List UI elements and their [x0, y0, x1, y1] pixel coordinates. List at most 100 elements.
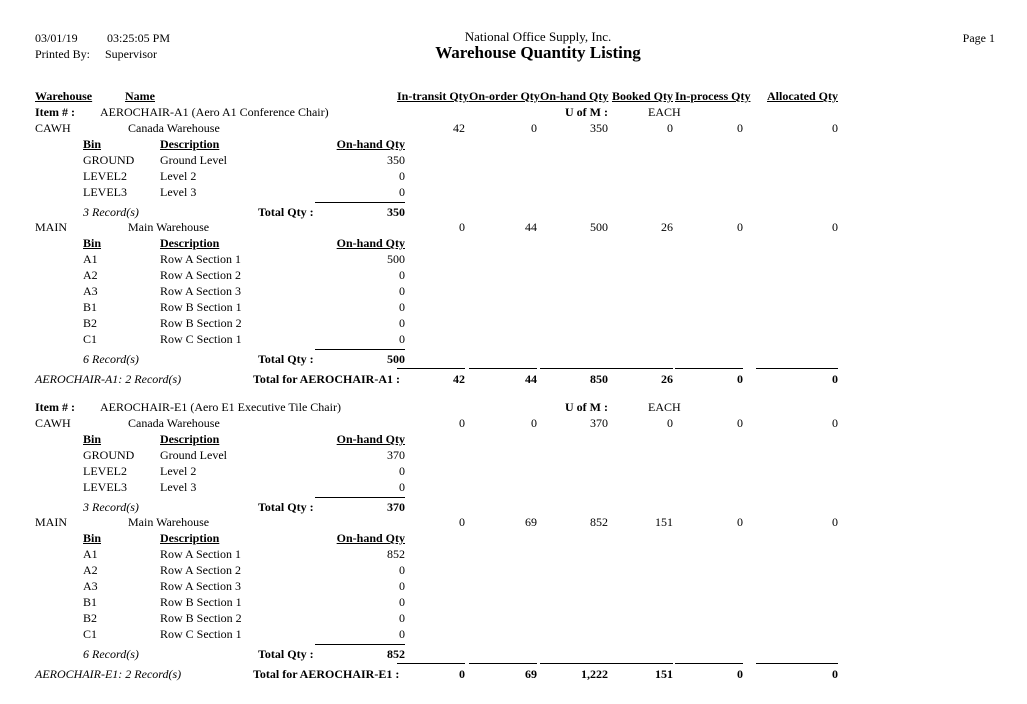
item-records-count: AEROCHAIR-E1: 2 Record(s) [35, 667, 182, 681]
item-total-label: Total for AEROCHAIR-A1 : [253, 372, 401, 386]
report-date: 03/01/19 [35, 31, 78, 45]
item-total-on-order-qty: 69 [469, 663, 537, 682]
bin-col-header-bin: Bin [83, 432, 102, 446]
warehouse-booked-qty: 151 [655, 515, 673, 529]
col-header-booked-qty: Booked Qty [611, 89, 673, 103]
uom-label: U of M : [565, 105, 608, 119]
bin-description: Level 2 [160, 169, 197, 183]
company-name: National Office Supply, Inc. [464, 29, 612, 44]
bin-row: LEVEL3 Level 3 0 [0, 184, 1027, 200]
bin-code: B2 [83, 611, 98, 625]
item-total-row: AEROCHAIR-A1: 2 Record(s) Total for AERO… [0, 368, 1027, 386]
warehouse-block: CAWH Canada Warehouse 0 0 370 0 0 0 Bin … [0, 415, 1027, 514]
warehouse-in-transit-qty: 0 [459, 416, 465, 430]
warehouse-block: MAIN Main Warehouse 0 69 852 151 0 0 Bin… [0, 514, 1027, 661]
warehouse-name: Main Warehouse [128, 515, 210, 529]
col-header-on-order-qty: On-order Qty [469, 89, 540, 103]
report-time: 03:25:05 PM [107, 31, 171, 45]
bin-code: A2 [83, 268, 98, 282]
bin-list: GROUND Ground Level 370 LEVEL2 Level 2 0… [0, 447, 1027, 495]
bin-col-header-bin: Bin [83, 236, 102, 250]
item-header-row: Item # : AEROCHAIR-A1 (Aero A1 Conferenc… [0, 104, 1027, 120]
bin-row: A1 Row A Section 1 500 [0, 251, 1027, 267]
warehouse-block: MAIN Main Warehouse 0 44 500 26 0 0 Bin … [0, 219, 1027, 366]
bin-row: B2 Row B Section 2 0 [0, 610, 1027, 626]
bin-code: B1 [83, 595, 98, 609]
warehouse-on-order-qty: 69 [525, 515, 537, 529]
item-total-in-transit-qty: 42 [397, 368, 465, 387]
warehouse-allocated-qty: 0 [832, 416, 838, 430]
total-qty-label: Total Qty : [258, 500, 314, 514]
warehouse-list: CAWH Canada Warehouse 0 0 370 0 0 0 Bin … [0, 415, 1027, 661]
warehouse-subtotal-row: 6 Record(s) Total Qty : 500 [0, 349, 1027, 366]
bin-on-hand-qty: 0 [399, 185, 405, 199]
warehouse-allocated-qty: 0 [832, 121, 838, 135]
item-number-label: Item # : [35, 400, 75, 414]
warehouse-total-qty: 350 [315, 202, 405, 220]
bin-on-hand-qty: 0 [399, 284, 405, 298]
column-header-row: Warehouse Name In-transit Qty On-order Q… [0, 88, 1027, 104]
warehouse-code: CAWH [35, 121, 71, 135]
bin-description: Row A Section 3 [160, 284, 242, 298]
item-name: AEROCHAIR-E1 (Aero E1 Executive Tile Cha… [100, 400, 341, 414]
bin-row: B2 Row B Section 2 0 [0, 315, 1027, 331]
bin-code: C1 [83, 332, 98, 346]
item-total-booked-qty: 26 [605, 368, 673, 387]
bin-on-hand-qty: 0 [399, 332, 405, 346]
warehouse-booked-qty: 26 [661, 220, 673, 234]
bin-description: Row B Section 2 [160, 316, 242, 330]
bin-description: Row B Section 2 [160, 611, 242, 625]
warehouse-in-transit-qty: 0 [459, 220, 465, 234]
bin-description: Row A Section 2 [160, 268, 242, 282]
bin-records-count: 6 Record(s) [83, 647, 139, 661]
bin-description: Row A Section 1 [160, 547, 242, 561]
bin-on-hand-qty: 852 [387, 547, 405, 561]
bin-records-count: 6 Record(s) [83, 352, 139, 366]
col-header-in-transit-qty: In-transit Qty [397, 89, 469, 103]
bin-description: Level 3 [160, 480, 197, 494]
bin-code: C1 [83, 627, 98, 641]
warehouse-row: CAWH Canada Warehouse 42 0 350 0 0 0 [0, 120, 1027, 136]
warehouse-on-hand-qty: 350 [590, 121, 608, 135]
total-qty-label: Total Qty : [258, 647, 314, 661]
col-header-name: Name [125, 89, 155, 103]
uom-value: EACH [648, 400, 681, 414]
item-total-allocated-qty: 0 [756, 368, 838, 387]
warehouse-on-hand-qty: 852 [590, 515, 608, 529]
item-name: AEROCHAIR-A1 (Aero A1 Conference Chair) [100, 105, 329, 119]
col-header-warehouse: Warehouse [35, 89, 93, 103]
bin-row: GROUND Ground Level 350 [0, 152, 1027, 168]
bin-col-header-bin: Bin [83, 531, 102, 545]
bin-description: Row C Section 1 [160, 627, 242, 641]
warehouse-on-order-qty: 0 [531, 416, 537, 430]
bin-list: A1 Row A Section 1 500 A2 Row A Section … [0, 251, 1027, 347]
bin-header-row: Bin Description On-hand Qty [0, 235, 1027, 251]
bin-on-hand-qty: 0 [399, 563, 405, 577]
warehouse-in-process-qty: 0 [737, 121, 743, 135]
bin-records-count: 3 Record(s) [83, 205, 139, 219]
bin-row: A2 Row A Section 2 0 [0, 267, 1027, 283]
bin-on-hand-qty: 0 [399, 169, 405, 183]
item-total-on-hand-qty: 850 [540, 368, 608, 387]
bin-on-hand-qty: 0 [399, 480, 405, 494]
col-header-on-hand-qty: On-hand Qty [540, 89, 609, 103]
bin-col-header-on-hand-qty: On-hand Qty [336, 432, 405, 446]
total-qty-label: Total Qty : [258, 205, 314, 219]
bin-row: A3 Row A Section 3 0 [0, 283, 1027, 299]
page-number: Page 1 [962, 31, 995, 45]
bin-col-header-bin: Bin [83, 137, 102, 151]
bin-on-hand-qty: 0 [399, 316, 405, 330]
bin-on-hand-qty: 0 [399, 595, 405, 609]
bin-code: LEVEL2 [83, 464, 127, 478]
warehouse-code: CAWH [35, 416, 71, 430]
warehouse-on-hand-qty: 500 [590, 220, 608, 234]
bin-description: Row A Section 3 [160, 579, 242, 593]
warehouse-total-qty: 370 [315, 497, 405, 515]
warehouse-subtotal-row: 3 Record(s) Total Qty : 370 [0, 497, 1027, 514]
bin-col-header-on-hand-qty: On-hand Qty [336, 236, 405, 250]
item-total-in-process-qty: 0 [675, 368, 743, 387]
bin-description: Level 2 [160, 464, 197, 478]
warehouse-on-hand-qty: 370 [590, 416, 608, 430]
bin-on-hand-qty: 500 [387, 252, 405, 266]
warehouse-in-transit-qty: 0 [459, 515, 465, 529]
